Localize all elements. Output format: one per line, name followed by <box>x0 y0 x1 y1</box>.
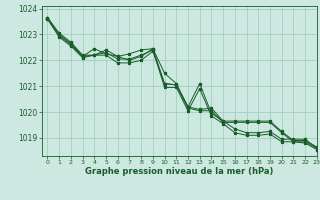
X-axis label: Graphe pression niveau de la mer (hPa): Graphe pression niveau de la mer (hPa) <box>85 167 273 176</box>
